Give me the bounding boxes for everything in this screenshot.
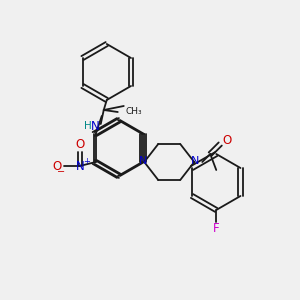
Text: O: O xyxy=(75,139,84,152)
Text: F: F xyxy=(213,223,220,236)
Text: O: O xyxy=(52,160,62,172)
Text: N: N xyxy=(139,156,147,166)
Text: H: H xyxy=(84,121,92,131)
Text: N: N xyxy=(75,160,84,172)
Text: N: N xyxy=(191,156,200,166)
Text: +: + xyxy=(83,157,90,166)
Text: −: − xyxy=(57,167,65,177)
Text: O: O xyxy=(223,134,232,146)
Text: CH₃: CH₃ xyxy=(126,107,142,116)
Text: N: N xyxy=(90,119,99,133)
